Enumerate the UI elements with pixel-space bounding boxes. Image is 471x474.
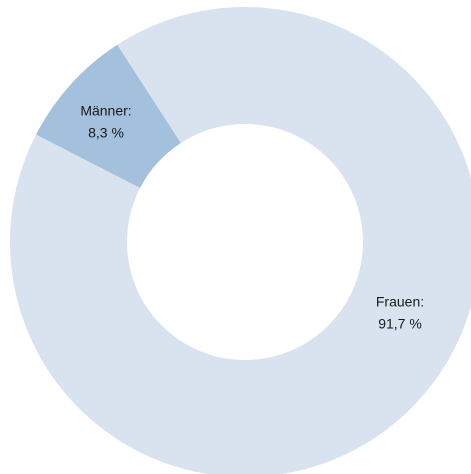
donut-slice xyxy=(10,7,471,474)
donut-slice xyxy=(35,44,181,189)
slice-label: Frauen: xyxy=(376,294,424,310)
slice-value-label: 8,3 % xyxy=(88,125,124,141)
slice-value-label: 91,7 % xyxy=(378,316,422,332)
slice-label: Männer: xyxy=(80,103,131,119)
